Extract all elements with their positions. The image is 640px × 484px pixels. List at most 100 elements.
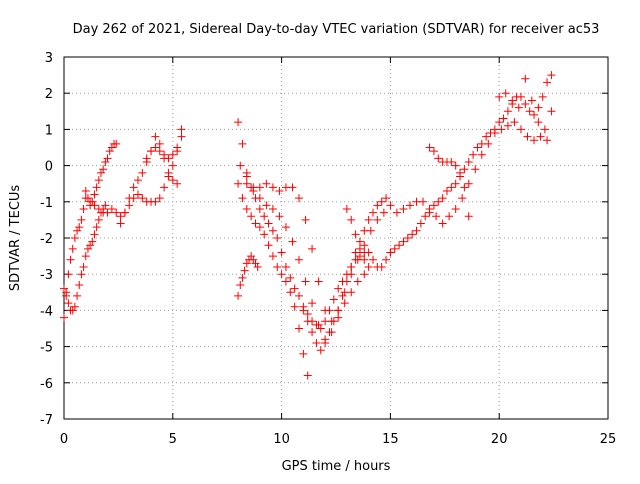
data-point [164,168,173,177]
x-tick-label: 10 [273,432,290,447]
data-point [303,317,312,326]
data-point [351,230,360,239]
data-point [236,281,245,290]
chart-title: Day 262 of 2021, Sidereal Day-to-day VTE… [73,22,600,37]
data-point [451,205,460,214]
data-point [543,78,552,87]
data-point [377,197,386,206]
data-point [473,143,482,152]
data-point [325,328,334,337]
data-point [416,219,425,228]
data-point [499,114,508,123]
data-point [303,310,312,319]
data-point [275,212,284,221]
data-point [360,255,369,264]
y-tick-label: -6 [40,377,53,392]
data-point [379,208,388,217]
data-point [168,161,177,170]
data-point [64,299,73,308]
data-point [334,306,343,315]
data-point [116,219,125,228]
data-point [103,208,112,217]
data-point [425,205,434,214]
data-point [288,183,297,192]
data-point [347,270,356,279]
data-point [234,179,243,188]
data-point [295,291,304,300]
data-point [534,118,543,127]
data-point [255,205,264,214]
data-point [60,313,68,322]
x-tick-label: 20 [491,432,508,447]
data-point [242,179,251,188]
data-point [399,205,408,214]
data-point [527,96,536,105]
data-point [247,252,256,261]
data-point [240,266,249,275]
data-point [355,244,364,253]
data-point [295,194,304,203]
y-tick-label: 2 [45,87,53,102]
data-point [60,284,68,293]
data-point [264,219,273,228]
data-point [86,197,95,206]
data-point [451,179,460,188]
data-point [255,194,264,203]
data-point [429,201,438,210]
data-point [234,118,243,127]
data-point [68,244,77,253]
data-point [534,103,543,112]
data-point [75,281,84,290]
data-point [253,262,262,271]
data-point [523,132,532,141]
data-point [94,176,103,185]
data-point [268,226,277,235]
data-point [99,165,108,174]
y-tick-label: 3 [45,51,53,66]
data-point [447,183,456,192]
data-points [60,71,556,380]
data-point [268,252,277,261]
data-point [173,179,182,188]
data-point [281,262,290,271]
data-point [434,154,443,163]
data-point [242,172,251,181]
data-point [386,201,395,210]
data-point [471,165,480,174]
data-point [138,194,147,203]
data-point [155,147,164,156]
data-point [295,324,304,333]
data-point [160,183,169,192]
data-point [445,212,454,221]
data-point [88,237,97,246]
data-point [247,212,256,221]
data-point [329,317,338,326]
data-point [155,139,164,148]
data-point [392,208,401,217]
data-point [303,371,312,380]
y-tick-label: 0 [45,160,53,175]
data-point [90,190,99,199]
data-point [438,194,447,203]
data-point [290,302,299,311]
data-point [340,299,349,308]
data-point [147,147,156,156]
data-point [168,150,177,159]
data-point [456,168,465,177]
data-point [275,186,284,195]
data-point [133,176,142,185]
data-point [464,157,473,166]
data-point [412,226,421,235]
data-point [521,74,530,83]
data-point [340,288,349,297]
data-point [342,277,351,286]
data-point [419,197,428,206]
data-point [286,273,295,282]
data-point [316,346,325,355]
data-point [540,125,549,134]
data-point [268,183,277,192]
data-point [81,252,90,261]
data-point [277,248,286,257]
data-point [125,201,134,210]
data-point [458,194,467,203]
